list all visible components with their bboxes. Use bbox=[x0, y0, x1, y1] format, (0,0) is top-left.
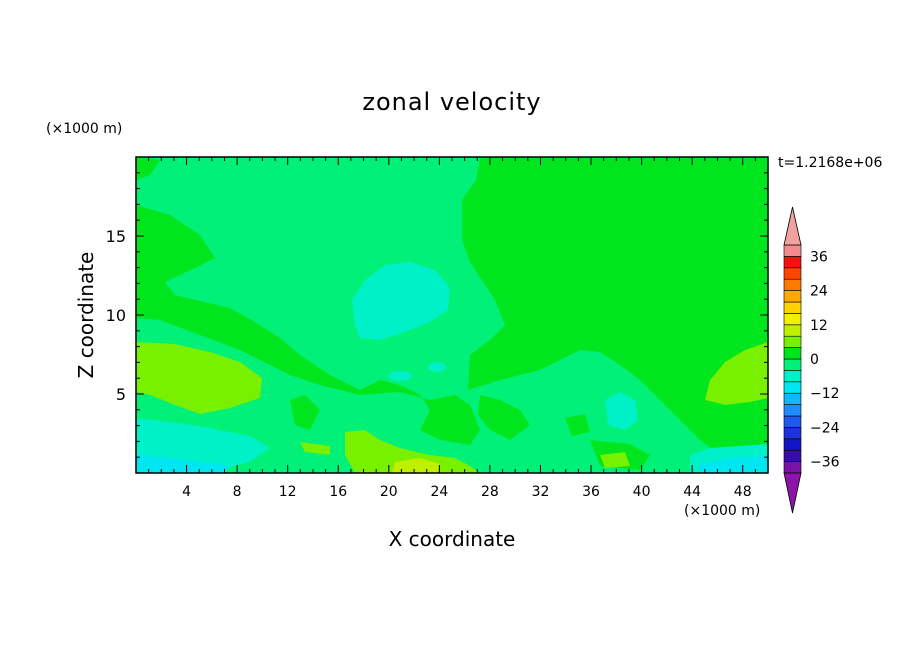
colorbar-tick-label: 12 bbox=[810, 318, 828, 334]
colorbar-swatch bbox=[783, 244, 802, 257]
colorbar-swatch bbox=[783, 335, 802, 348]
field-spot-negative-3 bbox=[605, 392, 638, 430]
colorbar-tick-label: 0 bbox=[810, 352, 819, 368]
field-region-bottom-strong-negative-right bbox=[700, 456, 768, 473]
field-region-lower-green-3 bbox=[565, 414, 590, 436]
colorbar-swatch bbox=[783, 324, 802, 337]
colorbar-swatch bbox=[783, 256, 802, 269]
colorbar-tick-label: −24 bbox=[810, 420, 840, 436]
x-tick-label: 48 bbox=[734, 484, 752, 500]
y-axis-label: Z coordinate bbox=[74, 251, 98, 379]
colorbar-tick-label: −36 bbox=[810, 455, 840, 471]
colorbar-swatch bbox=[783, 301, 802, 314]
field-region-left-green bbox=[136, 157, 160, 180]
y-tick-label: 15 bbox=[106, 227, 126, 246]
time-label: t=1.2168e+06 bbox=[778, 155, 883, 171]
colorbar-swatch bbox=[783, 267, 802, 280]
x-tick-label: 36 bbox=[582, 484, 600, 500]
colorbar-over-arrow bbox=[783, 206, 802, 246]
x-tick-label: 40 bbox=[633, 484, 651, 500]
field-region-center-negative bbox=[352, 262, 450, 340]
colorbar-swatch bbox=[783, 404, 802, 417]
field-region-bottom-positive bbox=[345, 430, 480, 473]
field-region-lower-green-1 bbox=[478, 395, 530, 440]
x-tick-label: 24 bbox=[430, 484, 448, 500]
colorbar-swatch bbox=[783, 290, 802, 303]
x-tick-label: 16 bbox=[329, 484, 347, 500]
field-region-lower-green-2 bbox=[290, 395, 320, 430]
x-axis-label: X coordinate bbox=[388, 527, 516, 551]
colorbar-tick-label: 36 bbox=[810, 249, 828, 265]
x-tick-label: 12 bbox=[279, 484, 297, 500]
colorbar-swatch bbox=[783, 313, 802, 326]
x-tick-label: 44 bbox=[683, 484, 701, 500]
colorbar-swatch bbox=[783, 347, 802, 360]
colorbar-swatch bbox=[783, 381, 802, 394]
field-region-bottom-strong-negative bbox=[136, 455, 230, 473]
colorbar-swatch bbox=[783, 461, 802, 474]
field-region-left-positive bbox=[136, 342, 262, 414]
field-region-right-positive bbox=[705, 342, 768, 405]
colorbar-swatch bbox=[783, 415, 802, 428]
colorbar-tick-label: −12 bbox=[810, 386, 840, 402]
x-tick-label: 8 bbox=[233, 484, 242, 500]
y-tick-label: 10 bbox=[106, 306, 126, 325]
colorbar-tick-label: 24 bbox=[810, 284, 828, 300]
field-region-left-band bbox=[136, 205, 480, 445]
x-tick-label: 32 bbox=[532, 484, 550, 500]
y-tick-label: 5 bbox=[116, 385, 126, 404]
field-region-weak-negative bbox=[136, 157, 768, 473]
colorbar-swatch bbox=[783, 358, 802, 371]
heatmap-field bbox=[136, 157, 768, 473]
colorbar-swatch bbox=[783, 392, 802, 405]
field-region-bottom-strong-positive bbox=[392, 458, 440, 473]
colorbar-swatch bbox=[783, 370, 802, 383]
colorbar-swatch bbox=[783, 278, 802, 291]
x-axis-unit-label: (×1000 m) bbox=[684, 503, 761, 519]
colorbar-under-arrow bbox=[783, 472, 802, 514]
field-region-bottom-positive-2 bbox=[300, 442, 330, 455]
colorbar-swatch bbox=[783, 449, 802, 462]
x-tick-label: 20 bbox=[380, 484, 398, 500]
field-spot-negative-2 bbox=[428, 362, 446, 372]
axis-ticks bbox=[136, 157, 768, 473]
colorbar-swatch bbox=[783, 438, 802, 451]
colorbar-swatch bbox=[783, 427, 802, 440]
y-axis-unit-label: (×1000 m) bbox=[46, 121, 123, 137]
x-tick-label: 28 bbox=[481, 484, 499, 500]
chart-title: zonal velocity bbox=[362, 88, 542, 116]
colorbar: −36 −24 −12 0 12 24 36 bbox=[783, 206, 840, 514]
field-region-bottom-positive-3 bbox=[600, 452, 630, 468]
field-spot-negative-1 bbox=[388, 371, 412, 381]
x-tick-label: 4 bbox=[182, 484, 191, 500]
